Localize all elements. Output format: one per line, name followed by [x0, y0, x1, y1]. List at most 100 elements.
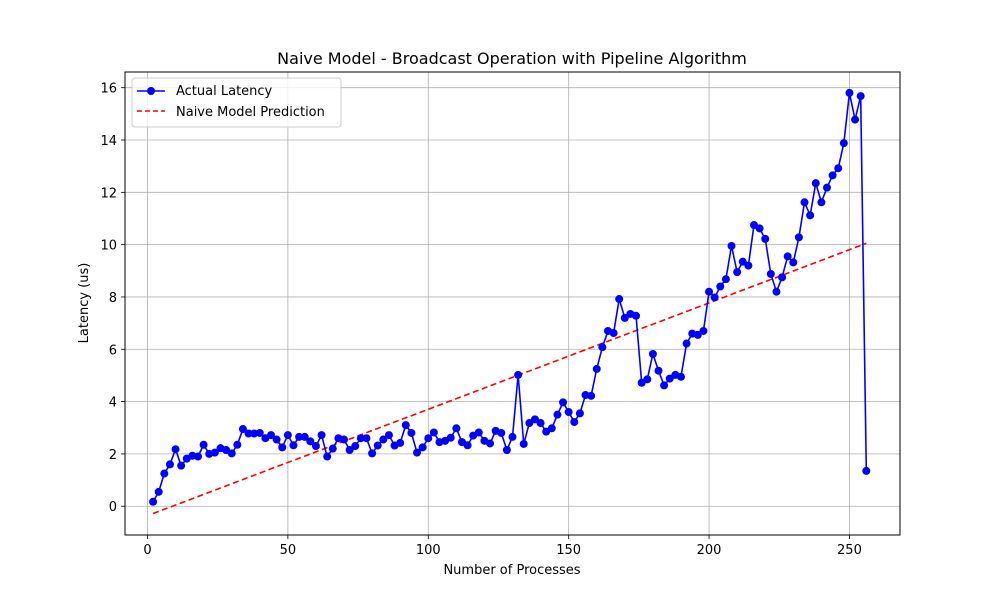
actual-latency-point: [660, 381, 669, 390]
actual-latency-point: [351, 442, 360, 451]
actual-latency-point: [267, 431, 276, 440]
actual-latency-point: [789, 258, 798, 267]
actual-latency-point: [856, 92, 865, 101]
actual-latency-point: [705, 287, 714, 296]
actual-latency-point: [373, 441, 382, 450]
actual-latency-point: [536, 419, 545, 428]
actual-latency-point: [486, 439, 495, 448]
actual-latency-point: [154, 487, 163, 496]
y-tick-label: 16: [100, 82, 117, 97]
actual-latency-point: [755, 224, 764, 233]
actual-latency-point: [272, 435, 281, 444]
x-tick-label: 100: [416, 543, 441, 558]
actual-latency-point: [514, 370, 523, 379]
actual-latency-point: [682, 339, 691, 348]
actual-latency-point: [609, 329, 618, 338]
actual-latency-point: [648, 349, 657, 358]
y-tick-label: 4: [109, 396, 117, 411]
actual-latency-point: [615, 295, 624, 304]
actual-latency-point: [396, 438, 405, 447]
actual-latency-point: [845, 88, 854, 97]
actual-latency-point: [379, 435, 388, 444]
actual-latency-point: [300, 432, 309, 441]
actual-latency-point: [244, 429, 253, 438]
legend-prediction-label: Naive Model Prediction: [176, 105, 325, 120]
actual-latency-point: [570, 417, 579, 426]
y-axis-label: Latency (us): [77, 263, 92, 344]
actual-latency-point: [822, 183, 831, 192]
axis-ticks: 0 50 100 150 200 250 0 2 4 6 8 10 12 14 16: [100, 82, 861, 558]
actual-latency-point: [306, 437, 315, 446]
actual-latency-point: [407, 428, 416, 437]
series-layer: [149, 88, 871, 515]
y-tick-label: 8: [109, 291, 117, 306]
actual-latency-point: [553, 410, 562, 419]
actual-latency-point: [654, 366, 663, 375]
actual-latency-point: [508, 432, 517, 441]
actual-latency-point: [177, 461, 186, 470]
actual-latency-point: [806, 211, 815, 220]
actual-latency-point: [817, 198, 826, 207]
actual-latency-point: [778, 273, 787, 282]
actual-latency-point: [632, 311, 641, 320]
actual-latency-point: [165, 460, 174, 469]
actual-latency-point: [446, 433, 455, 442]
y-tick-label: 2: [109, 448, 117, 463]
actual-latency-point: [794, 233, 803, 242]
actual-latency-point: [862, 466, 871, 475]
x-tick-label: 200: [697, 543, 722, 558]
actual-latency-point: [811, 179, 820, 188]
actual-latency-point: [519, 439, 528, 448]
actual-latency-point: [424, 434, 433, 443]
actual-latency-point: [278, 443, 287, 452]
legend-box: [131, 77, 342, 128]
actual-latency-point: [559, 398, 568, 407]
actual-latency-point: [564, 408, 573, 417]
actual-latency-point: [733, 268, 742, 277]
actual-latency-point: [800, 198, 809, 207]
grid: [125, 72, 900, 535]
actual-latency-point: [384, 431, 393, 440]
actual-latency-point: [839, 139, 848, 148]
actual-latency-point: [772, 287, 781, 296]
legend-actual-marker: [147, 87, 155, 95]
actual-latency-point: [620, 313, 629, 322]
actual-latency-point: [289, 441, 298, 450]
actual-latency-point: [149, 497, 158, 506]
actual-latency-point: [699, 326, 708, 335]
actual-latency-point: [413, 448, 422, 457]
y-tick-label: 0: [109, 500, 117, 515]
actual-latency-point: [497, 428, 506, 437]
actual-latency-point: [783, 252, 792, 261]
actual-latency-point: [693, 330, 702, 339]
actual-latency-point: [429, 428, 438, 437]
actual-latency-point: [575, 409, 584, 418]
x-axis-label: Number of Processes: [443, 563, 580, 578]
plot-area-frame: [124, 71, 901, 536]
actual-latency-point: [227, 449, 236, 458]
actual-latency-point: [295, 432, 304, 441]
actual-latency-point: [766, 269, 775, 278]
y-tick-label: 10: [100, 239, 117, 254]
actual-latency-point: [592, 364, 601, 373]
x-tick-label: 250: [837, 543, 862, 558]
actual-latency-point: [716, 282, 725, 291]
actual-latency-point: [199, 440, 208, 449]
y-tick-label: 14: [100, 134, 117, 149]
actual-latency-point: [463, 441, 472, 450]
legend: Actual Latency Naive Model Prediction: [131, 77, 342, 128]
actual-latency-point: [401, 421, 410, 430]
y-tick-label: 6: [109, 343, 117, 358]
actual-latency-point: [340, 435, 349, 444]
actual-latency-point: [502, 445, 511, 454]
actual-latency-point: [160, 469, 169, 478]
actual-latency-point: [587, 391, 596, 400]
actual-latency-point: [643, 375, 652, 384]
actual-latency-point: [834, 164, 843, 173]
prediction-line: [152, 242, 867, 515]
actual-latency-point: [761, 234, 770, 243]
actual-latency-point: [210, 448, 219, 457]
actual-latency-point: [368, 449, 377, 458]
actual-latency-point: [356, 434, 365, 443]
